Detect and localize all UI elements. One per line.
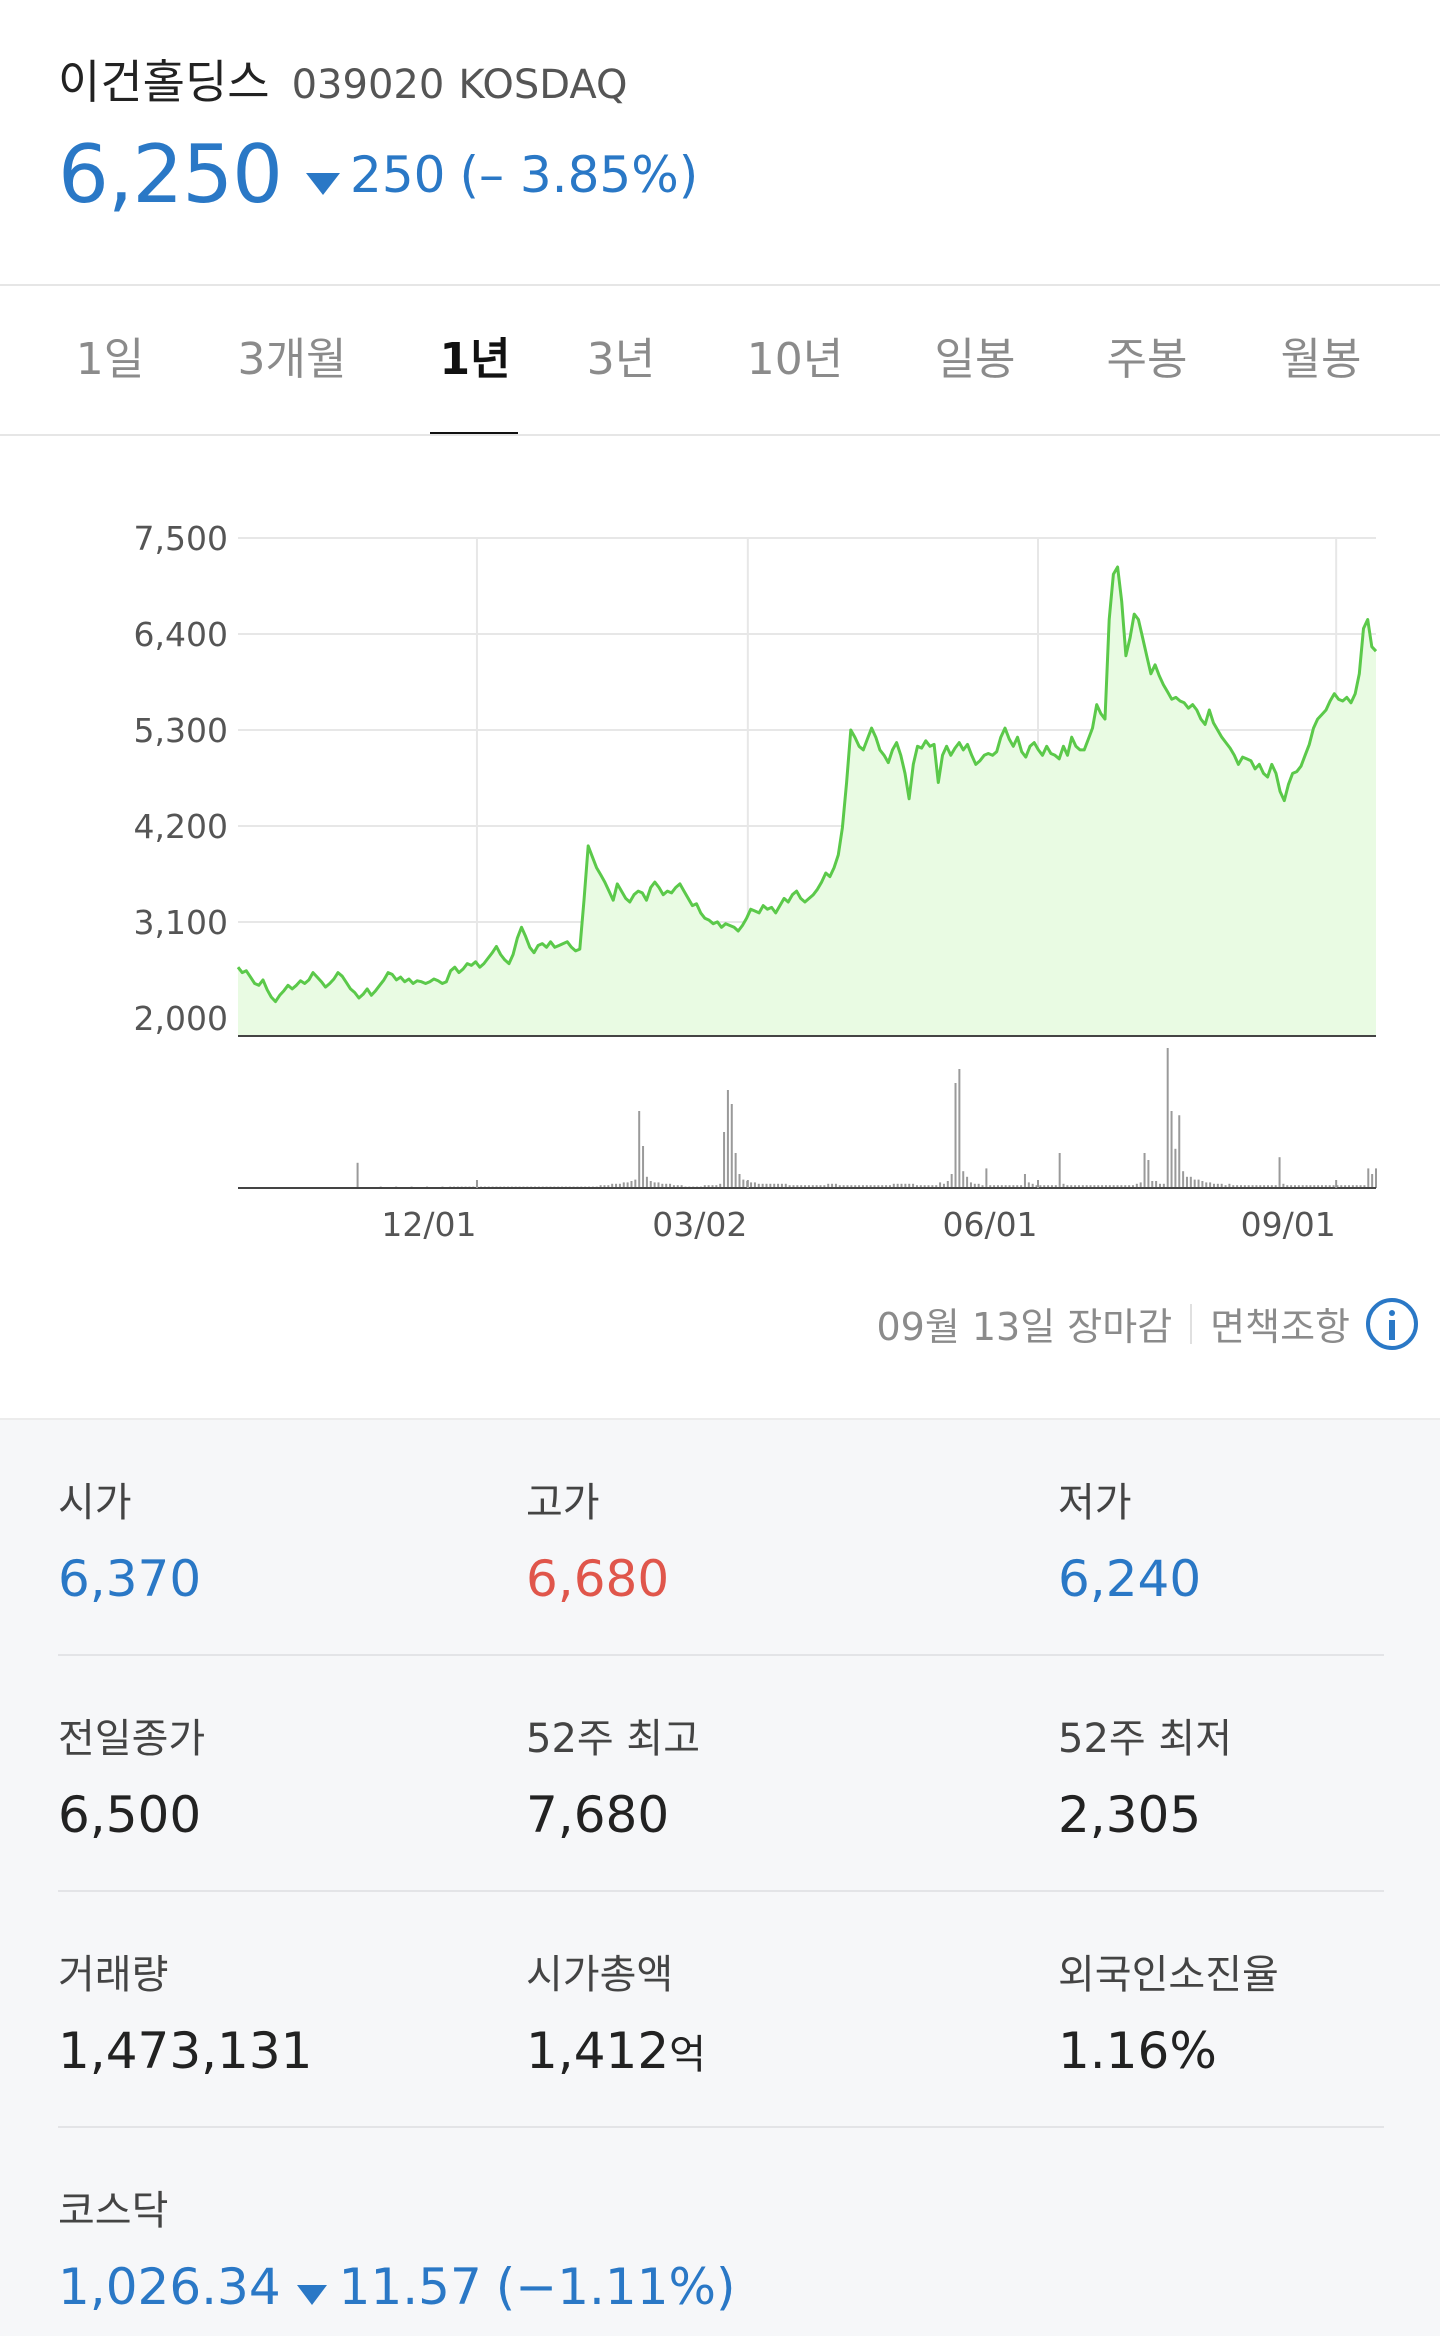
market-close-note: 09월 13일 장마감 (876, 1305, 1173, 1349)
index-kosdaq[interactable]: 코스닥 1,026.34 11.57 (−1.11%) (58, 2178, 736, 2316)
stat-value: 6,500 (58, 1786, 202, 1844)
stat-label: 외국인소진율 (1058, 1952, 1279, 1998)
chart-footer: 09월 13일 장마감 면책조항 (876, 1296, 1418, 1351)
x-tick-label: 12/01 (381, 1205, 476, 1244)
stat-open: 시가 6,370 (58, 1470, 201, 1608)
y-tick-label: 4,200 (134, 807, 228, 846)
row-divider (58, 2126, 1384, 2128)
tab-3years[interactable]: 3년 (586, 334, 656, 385)
down-arrow-icon (306, 172, 341, 195)
stock-code: 039020 (291, 62, 445, 108)
stat-prev-close: 전일종가 6,500 (58, 1706, 205, 1844)
stock-market: KOSDAQ (458, 62, 628, 108)
y-tick-label: 7,500 (134, 519, 228, 558)
y-axis-ticks: 7,500 6,400 5,300 4,200 3,100 2,000 (134, 519, 228, 1038)
stat-label: 52주 최고 (526, 1716, 701, 1762)
tab-1year[interactable]: 1년 (439, 334, 511, 385)
row-divider (58, 1890, 1384, 1892)
tab-3months[interactable]: 3개월 (237, 334, 347, 385)
disclaimer-link[interactable]: 면책조항 (1210, 1305, 1350, 1349)
down-arrow-icon (296, 2285, 327, 2305)
market-cap-number: 1,412 (526, 2022, 670, 2080)
stat-value: 6,680 (526, 1550, 670, 1608)
stat-52w-low: 52주 최저 2,305 (1058, 1706, 1232, 1844)
tab-monthly-candle[interactable]: 월봉 (1280, 334, 1362, 385)
info-icon[interactable] (1366, 1297, 1418, 1350)
market-cap-unit: 억 (669, 2032, 706, 2078)
x-tick-label: 06/01 (942, 1205, 1037, 1244)
stock-header: 이건홀딩스 039020 KOSDAQ 6,250 250 (– 3.85%) (0, 0, 1440, 284)
period-tabs: 1일 3개월 1년 3년 10년 일봉 주봉 월봉 (0, 286, 1440, 436)
stat-foreign-ratio: 외국인소진율 1.16% (1058, 1942, 1279, 2080)
stat-52w-high: 52주 최고 7,680 (526, 1706, 700, 1844)
stat-value: 2,305 (1058, 1786, 1202, 1844)
index-label: 코스닥 (58, 2188, 169, 2234)
price-chart-svg: 7,500 6,400 5,300 4,200 3,100 2,000 12/01 03/0… (134, 519, 1378, 1244)
index-value: 1,026.34 (58, 2258, 281, 2316)
stat-value: 1,473,131 (58, 2022, 313, 2080)
stat-label: 시가총액 (526, 1952, 674, 1998)
stock-title-row: 이건홀딩스 039020 KOSDAQ (58, 46, 627, 112)
price-line (236, 565, 1378, 1004)
stock-stats: 시가 6,370 고가 6,680 저가 6,240 전일종가 6,500 52… (0, 1418, 1440, 2336)
stock-name: 이건홀딩스 (58, 55, 270, 109)
price-change-percent: (– 3.85%) (459, 145, 699, 204)
stat-value: 1.16% (1058, 2022, 1217, 2080)
stat-value: 6,240 (1058, 1550, 1202, 1608)
x-tick-label: 09/01 (1241, 1205, 1336, 1244)
stat-label: 고가 (526, 1480, 600, 1526)
stat-low: 저가 6,240 (1058, 1470, 1201, 1608)
stat-label: 시가 (58, 1480, 132, 1526)
price-row: 6,250 250 (– 3.85%) (58, 128, 698, 221)
stat-label: 전일종가 (58, 1716, 206, 1762)
y-tick-label: 2,000 (134, 999, 228, 1038)
tab-1day[interactable]: 1일 (75, 334, 145, 385)
tab-weekly-candle[interactable]: 주봉 (1106, 334, 1188, 385)
stat-value: 7,680 (526, 1786, 670, 1844)
price-change: 250 (350, 145, 446, 204)
price-area (236, 565, 1378, 1037)
footer-separator (1190, 1303, 1193, 1344)
divider (0, 434, 1440, 436)
stat-label: 저가 (1058, 1480, 1132, 1526)
stat-value: 6,370 (58, 1550, 202, 1608)
stat-label: 거래량 (58, 1952, 169, 1998)
x-axis-ticks: 12/01 03/02 06/01 09/01 (381, 1180, 1338, 1244)
stat-label: 52주 최저 (1058, 1716, 1233, 1762)
current-price: 6,250 (58, 128, 283, 221)
volume-bars (238, 1048, 1377, 1189)
tab-10years[interactable]: 10년 (746, 334, 844, 385)
tab-daily-candle[interactable]: 일봉 (934, 334, 1016, 385)
y-tick-label: 3,100 (134, 903, 228, 942)
stat-high: 고가 6,680 (526, 1470, 669, 1608)
price-chart[interactable]: 7,500 6,400 5,300 4,200 3,100 2,000 12/01 03/0… (0, 436, 1440, 1416)
index-row: 1,026.34 11.57 (−1.11%) (58, 2258, 736, 2316)
index-change: 11.57 (338, 2258, 482, 2316)
x-tick-label: 03/02 (652, 1205, 747, 1244)
row-divider (58, 1654, 1384, 1656)
stat-value: 1,412억 (526, 2022, 706, 2080)
index-change-percent: (−1.11%) (495, 2258, 736, 2316)
stat-volume: 거래량 1,473,131 (58, 1942, 312, 2080)
stat-market-cap: 시가총액 1,412억 (526, 1942, 706, 2080)
y-tick-label: 5,300 (134, 711, 228, 750)
price-area-fill (238, 567, 1376, 1036)
y-tick-label: 6,400 (134, 615, 228, 654)
divider (0, 284, 1440, 286)
